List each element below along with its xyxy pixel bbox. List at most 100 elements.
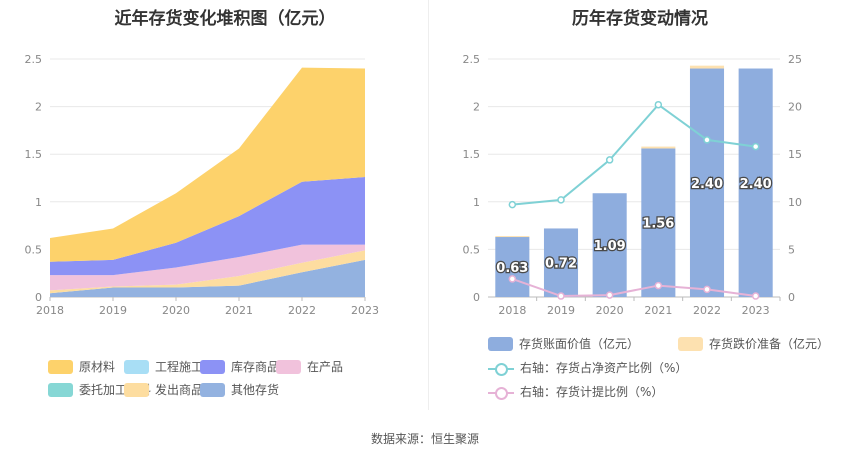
bar-存货账面价值（亿元） (641, 148, 676, 297)
y-tick-label: 1.5 (25, 148, 43, 161)
legend-item[interactable]: 原材料 (48, 358, 115, 375)
legend-item[interactable]: 存货跌价准备（亿元） (678, 335, 829, 352)
legend-swatch (488, 336, 513, 351)
y2-tick-label: 10 (788, 196, 802, 209)
legend-swatch (488, 361, 514, 376)
left-chart-title: 近年存货变化堆积图（亿元） (114, 9, 336, 29)
bar-data-label: 2.40 (691, 177, 723, 192)
x-tick-label: 2022 (693, 304, 721, 317)
x-tick-label: 2022 (288, 304, 316, 317)
y2-tick-label: 15 (788, 148, 802, 161)
line-point (508, 200, 517, 209)
bar-data-label: 2.40 (740, 177, 772, 192)
bar-line-chart: 0 0.5 1 1.5 2 2.5 0 5 10 15 20 25 2018 2019 2020 2021 20… (463, 53, 803, 317)
bar-data-label: 0.72 (545, 257, 577, 272)
bar-存货跌价准备（亿元） (689, 65, 725, 69)
y-tick-label: 1 (35, 196, 42, 209)
legend-swatch (276, 359, 301, 374)
line-point (703, 136, 711, 144)
legend-swatch (678, 336, 703, 351)
legend-swatch (488, 385, 514, 400)
legend-label: 工程施工 (155, 360, 204, 374)
x-tick-label: 2021 (644, 304, 672, 317)
legend-item[interactable]: 在产品 (276, 358, 343, 375)
legend-label: 原材料 (79, 360, 116, 374)
line-右轴：存货占净资产比例（%） (512, 103, 756, 206)
stacked-area-chart: 0 0.5 1 1.5 2 2.5 2018 2019 2020 2021 2022 2023 (25, 53, 380, 317)
bar-存货跌价准备（亿元） (495, 236, 530, 238)
y-tick-label: 0.5 (25, 243, 43, 256)
y-tick-label: 0.5 (463, 243, 481, 256)
line-point (508, 275, 517, 283)
legend-label: 其他存货 (231, 383, 280, 397)
area-发出商品 (50, 250, 365, 294)
legend-swatch (200, 359, 225, 374)
line-point (605, 291, 614, 299)
bar-存货账面价值（亿元） (592, 193, 627, 297)
line-point (654, 100, 663, 109)
legend-item[interactable]: 存货账面价值（亿元） (488, 335, 639, 352)
legend-swatch (48, 382, 73, 397)
area-库存商品 (50, 177, 365, 276)
x-tick-label: 2023 (351, 304, 379, 317)
bar-data-label: 0.63 (496, 261, 528, 276)
bar-存货账面价值（亿元） (495, 237, 530, 297)
bar-存货账面价值（亿元） (738, 68, 773, 298)
legend-label: 存货跌价准备（亿元） (709, 337, 830, 351)
line-point (605, 156, 614, 164)
legend-label: 右轴：存货计提比例（%） (520, 385, 664, 399)
y-tick-label: 0 (35, 291, 42, 304)
line-point (557, 292, 565, 300)
y-tick-label: 2.5 (25, 53, 43, 66)
bar-存货账面价值（亿元） (543, 228, 579, 297)
line-point (557, 196, 565, 204)
y-tick-label: 2 (473, 101, 480, 114)
x-tick-label: 2018 (498, 304, 526, 317)
legend-swatch (200, 382, 225, 397)
legend-label: 发出商品 (155, 383, 204, 397)
legend-swatch (48, 359, 73, 374)
y-tick-label: 2 (35, 101, 42, 114)
area-其他存货 (50, 259, 365, 297)
line-point (751, 292, 760, 300)
legend-item[interactable]: 库存商品 (200, 358, 279, 375)
x-tick-label: 2021 (225, 304, 253, 317)
bar-存货跌价准备（亿元） (641, 146, 676, 149)
y-tick-label: 2.5 (463, 53, 481, 66)
area-在产品 (50, 244, 365, 291)
y2-tick-label: 0 (788, 291, 795, 304)
y2-tick-label: 20 (788, 101, 802, 114)
legend-label: 库存商品 (231, 360, 280, 374)
area-原材料 (50, 67, 365, 262)
y-tick-label: 1.5 (463, 148, 481, 161)
legend-swatch (124, 382, 149, 397)
chart-divider (428, 0, 429, 410)
line-point (703, 285, 711, 294)
x-tick-label: 2023 (742, 304, 770, 317)
legend-label: 右轴：存货占净资产比例（%） (520, 361, 688, 375)
line-point (654, 281, 663, 290)
right-chart-title: 历年存货变动情况 (572, 9, 708, 29)
y-tick-label: 0 (473, 291, 480, 304)
legend-swatch (124, 359, 149, 374)
x-tick-label: 2020 (162, 304, 190, 317)
x-tick-label: 2020 (596, 304, 624, 317)
x-tick-label: 2018 (36, 304, 64, 317)
legend-item[interactable]: 右轴：存货计提比例（%） (488, 383, 663, 400)
legend-item[interactable]: 其他存货 (200, 381, 279, 398)
legend-item[interactable]: 右轴：存货占净资产比例（%） (488, 359, 687, 376)
legend-label: 在产品 (307, 360, 344, 374)
y2-tick-label: 5 (788, 243, 795, 256)
bar-data-label: 1.09 (594, 239, 626, 254)
line-右轴：存货计提比例（%） (512, 277, 756, 298)
legend-item[interactable]: 发出商品 (124, 381, 203, 398)
x-tick-label: 2019 (547, 304, 575, 317)
y-tick-label: 1 (473, 196, 480, 209)
bar-存货账面价值（亿元） (689, 68, 725, 298)
legend-item[interactable]: 工程施工 (124, 358, 203, 375)
bar-data-label: 1.56 (642, 217, 674, 232)
y2-tick-label: 25 (788, 53, 802, 66)
line-point (751, 142, 760, 151)
x-tick-label: 2019 (99, 304, 127, 317)
legend-label: 存货账面价值（亿元） (519, 337, 640, 351)
